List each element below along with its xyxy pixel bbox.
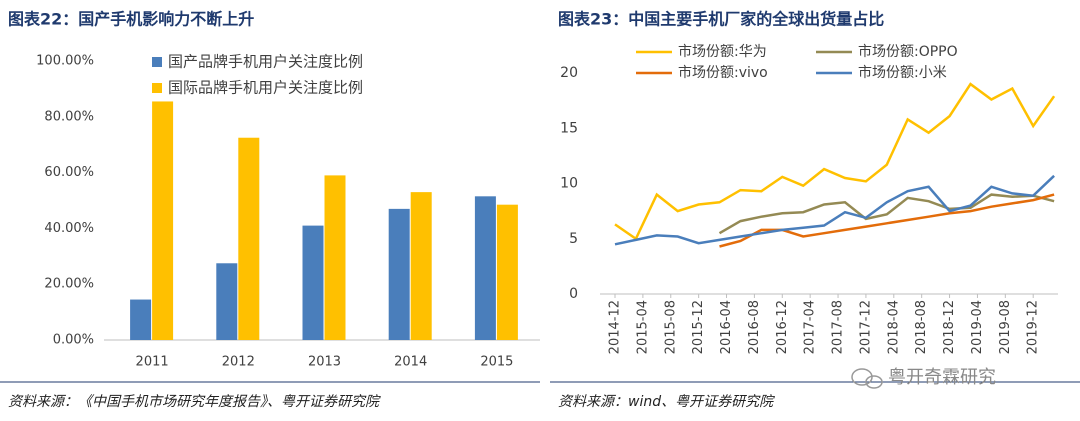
y-tick-label: 0.00% [53,333,94,348]
watermark-icon [851,368,883,389]
y-tick-label: 20.00% [44,277,94,292]
line [614,174,1055,246]
x-tick-label: 2013 [308,355,341,370]
x-tick-label: 2017-08 [831,300,846,354]
source: 资料来源：wind、粤开证券研究院 [558,394,775,410]
line [614,82,1056,241]
x-tick-label: 2015 [480,355,513,370]
bar [238,137,260,340]
x-tick-label: 2012 [222,355,255,370]
x-tick-label: 2017-04 [803,300,818,354]
legend-label: 国际品牌手机用户关注度比例 [168,79,363,97]
x-tick-label: 2014 [394,355,427,370]
legend-label: 国产品牌手机用户关注度比例 [168,53,363,71]
x-tick-label: 2019-12 [1026,300,1041,354]
x-tick-label: 2016-12 [775,300,790,354]
chart-title: 图表23：中国主要手机厂家的全球出货量占比 [558,10,884,29]
legend-label: 市场份额:OPPO [858,43,958,60]
x-tick-label: 2016-04 [719,300,734,354]
x-tick-label: 2016-08 [747,300,762,354]
y-tick-label: 60.00% [44,165,94,180]
chart-title: 图表22：国产手机影响力不断上升 [8,10,254,29]
x-tick-label: 2015-04 [635,300,650,354]
x-tick-label: 2019-08 [998,300,1013,354]
legend-label: 市场份额:vivo [678,64,768,81]
y-tick-label: 20 [560,65,578,81]
x-tick-label: 2018-12 [942,300,957,354]
y-tick-label: 100.00% [36,54,94,69]
bar [130,299,152,340]
y-tick-label: 10 [560,176,578,192]
bar [496,204,518,340]
line [718,193,1055,235]
x-tick-label: 2018-04 [886,300,901,354]
y-tick-label: 15 [560,120,578,136]
x-tick-label: 2015-08 [663,300,678,354]
x-tick-label: 2018-08 [914,300,929,354]
y-tick-label: 5 [569,231,578,247]
watermark: 粤开奇霖研究 [888,367,996,388]
x-tick-label: 2014-12 [608,300,623,354]
bar [324,175,346,340]
legend-swatch [152,57,162,67]
bar [216,263,238,340]
legend-swatch [152,83,162,93]
x-tick-label: 2011 [136,355,169,370]
bar [388,208,410,340]
bar [302,225,324,340]
x-tick-label: 2019-04 [970,300,985,354]
x-tick-label: 2015-12 [691,300,706,354]
bar [474,196,496,340]
legend-label: 市场份额:小米 [858,64,947,81]
x-tick-label: 2017-12 [858,300,873,354]
y-tick-label: 40.00% [44,221,94,236]
bar [152,101,174,340]
legend-label: 市场份额:华为 [678,43,767,60]
y-tick-label: 0 [569,286,578,302]
bar [410,192,432,340]
y-tick-label: 80.00% [44,109,94,124]
source: 资料来源：《中国手机市场研究年度报告》、粤开证券研究院 [8,394,381,410]
